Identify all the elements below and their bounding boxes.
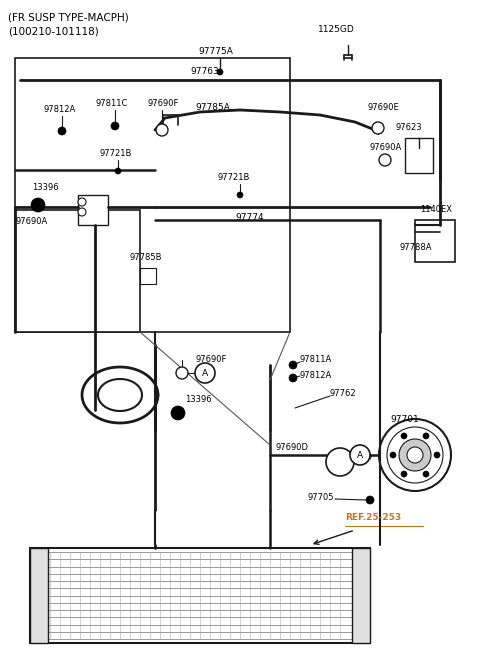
Text: 97762: 97762 <box>330 389 357 398</box>
Bar <box>30 548 370 643</box>
Text: 97788A: 97788A <box>400 243 432 253</box>
Text: 97721B: 97721B <box>218 174 251 182</box>
Text: 97690F: 97690F <box>148 100 180 109</box>
Circle shape <box>423 433 429 439</box>
Circle shape <box>31 198 45 212</box>
Circle shape <box>176 367 188 379</box>
Text: 97721B: 97721B <box>100 150 132 158</box>
Text: 97785B: 97785B <box>130 253 163 262</box>
Text: 13396: 13396 <box>185 396 212 404</box>
Circle shape <box>217 69 223 75</box>
Circle shape <box>372 122 384 134</box>
Circle shape <box>58 127 66 135</box>
Circle shape <box>289 361 297 369</box>
Circle shape <box>390 452 396 458</box>
Text: 97690F: 97690F <box>195 355 227 365</box>
Bar <box>352 548 370 643</box>
Circle shape <box>78 198 86 206</box>
Text: 97690E: 97690E <box>368 104 400 113</box>
Bar <box>140 268 156 284</box>
Circle shape <box>407 447 423 463</box>
Text: 97811A: 97811A <box>300 355 332 365</box>
Bar <box>15 58 290 332</box>
Text: 1125GD: 1125GD <box>318 25 355 35</box>
Circle shape <box>156 124 168 136</box>
Text: 97690A: 97690A <box>16 217 48 227</box>
Circle shape <box>434 452 440 458</box>
Circle shape <box>237 192 243 198</box>
Circle shape <box>171 406 185 420</box>
Circle shape <box>195 363 215 383</box>
Circle shape <box>401 471 407 477</box>
Circle shape <box>366 496 374 504</box>
Text: 97785A: 97785A <box>195 104 230 113</box>
Text: 1140EX: 1140EX <box>420 206 452 214</box>
Text: 97812A: 97812A <box>300 370 332 380</box>
Circle shape <box>78 208 86 216</box>
Text: 97775A: 97775A <box>198 48 233 57</box>
Text: 97705: 97705 <box>308 493 335 503</box>
Text: 97690A: 97690A <box>370 143 402 152</box>
Circle shape <box>379 154 391 166</box>
Bar <box>15 210 140 332</box>
Bar <box>405 138 433 173</box>
Bar <box>415 220 455 262</box>
Text: REF.25-253: REF.25-253 <box>345 514 401 523</box>
Circle shape <box>379 419 451 491</box>
Text: 97774: 97774 <box>235 214 264 223</box>
Text: A: A <box>202 368 208 378</box>
Text: (FR SUSP TYPE-MACPH): (FR SUSP TYPE-MACPH) <box>8 13 129 23</box>
Text: 97701: 97701 <box>390 415 419 424</box>
Bar <box>78 195 108 225</box>
Text: 13396: 13396 <box>32 184 59 193</box>
Circle shape <box>289 374 297 382</box>
Bar <box>30 548 48 643</box>
Text: 97763: 97763 <box>190 68 219 77</box>
Circle shape <box>401 433 407 439</box>
Circle shape <box>423 471 429 477</box>
Circle shape <box>326 448 354 476</box>
Text: 97812A: 97812A <box>44 105 76 115</box>
Text: 97690D: 97690D <box>275 443 308 452</box>
Circle shape <box>115 168 121 174</box>
Text: (100210-101118): (100210-101118) <box>8 27 99 37</box>
Circle shape <box>350 445 370 465</box>
Text: 97623: 97623 <box>395 124 421 133</box>
Text: 97690D: 97690D <box>340 454 373 462</box>
Circle shape <box>399 439 431 471</box>
Text: A: A <box>357 450 363 460</box>
Circle shape <box>387 427 443 483</box>
Text: 97811C: 97811C <box>96 100 128 109</box>
Circle shape <box>111 122 119 130</box>
